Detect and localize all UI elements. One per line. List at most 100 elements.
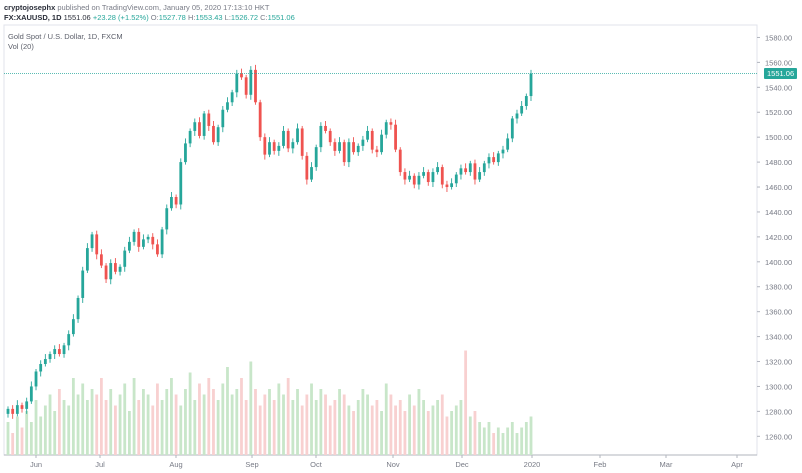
author-name[interactable]: cryptojosephx <box>4 3 56 12</box>
volume-bar <box>184 389 187 455</box>
candle-body <box>90 234 94 249</box>
candle-body <box>226 102 229 110</box>
candle-body <box>370 130 374 150</box>
volume-bar <box>492 433 496 455</box>
candle-body <box>81 270 85 298</box>
candle-body <box>431 172 435 183</box>
volume-bar <box>338 389 341 455</box>
volume-bar <box>356 400 360 455</box>
x-tick-label: Aug <box>169 460 182 469</box>
volume-bar <box>48 394 52 455</box>
candle-body <box>48 354 52 360</box>
candle-body <box>165 208 169 230</box>
candle-body <box>104 265 108 280</box>
volume-bar <box>71 378 75 455</box>
candle-body <box>114 263 117 272</box>
candle-body <box>450 183 454 188</box>
plot-frame <box>3 24 758 456</box>
x-tick-label: 2020 <box>524 460 541 469</box>
volume-bar <box>76 394 80 455</box>
candle-body <box>305 155 309 180</box>
volume-bar <box>417 389 421 455</box>
candle-body <box>198 122 201 136</box>
volume-bar <box>529 416 533 455</box>
volume-bar <box>370 405 374 455</box>
volume-bar <box>473 411 477 455</box>
volume-bar <box>478 422 482 455</box>
candle-body <box>57 349 61 355</box>
price-change: +23.28 (+1.52%) <box>92 13 149 22</box>
candle-body <box>184 143 187 163</box>
candle-body <box>118 266 122 272</box>
volume-bar <box>151 405 155 455</box>
volume-bar <box>34 400 38 455</box>
candle-body <box>160 229 164 255</box>
candle-body <box>529 73 533 97</box>
candle-body <box>384 122 388 135</box>
candle-body <box>361 139 365 146</box>
volume-bar <box>235 389 239 455</box>
candle-body <box>29 386 33 402</box>
candle-body <box>85 248 89 271</box>
volume-bar <box>412 405 416 455</box>
candle-body <box>109 263 113 280</box>
candle-body <box>193 122 197 131</box>
candle-body <box>510 118 514 139</box>
volume-bar <box>324 394 327 455</box>
volume-bar <box>445 416 449 455</box>
x-tick-label: Apr <box>731 460 743 469</box>
last-price: 1551.06 <box>63 13 91 22</box>
volume-bar <box>454 405 458 455</box>
volume-bar <box>114 405 117 455</box>
y-tick-label: 1580.00 <box>765 33 792 42</box>
volume-bar <box>226 367 229 455</box>
volume-bar <box>300 405 304 455</box>
volume-bar <box>90 389 94 455</box>
candle-body <box>212 125 215 143</box>
volume-bar <box>408 394 411 455</box>
publish-info: cryptojosephx published on TradingView.c… <box>4 3 269 12</box>
candle-body <box>380 134 383 153</box>
candle-body <box>314 147 318 168</box>
candle-body <box>412 175 416 185</box>
y-tick-label: 1300.00 <box>765 382 792 391</box>
x-tick-label: Nov <box>386 460 400 469</box>
candle-body <box>286 130 290 149</box>
volume-bar <box>81 383 85 455</box>
volume-bar <box>207 378 211 455</box>
candle-body <box>487 157 491 164</box>
candle-body <box>277 145 281 151</box>
candle-body <box>310 167 313 180</box>
volume-bar <box>146 394 150 455</box>
candle-body <box>11 408 15 414</box>
volume-bar <box>436 400 440 455</box>
candle-body <box>296 128 299 143</box>
candle-body <box>67 334 71 346</box>
volume-bar <box>254 389 257 455</box>
y-tick-label: 1340.00 <box>765 333 792 342</box>
candle-body <box>459 168 463 175</box>
candle-body <box>268 142 271 155</box>
open-label: O: <box>150 13 159 22</box>
candle-body <box>324 125 327 131</box>
volume-bar <box>314 400 318 455</box>
volume-bar <box>282 394 285 455</box>
candle-body <box>123 250 127 267</box>
candle-body <box>128 241 131 251</box>
candle-body <box>151 236 155 245</box>
candle-body <box>492 157 496 163</box>
y-tick-label: 1520.00 <box>765 108 792 117</box>
y-tick-label: 1360.00 <box>765 308 792 317</box>
volume-bar <box>29 422 33 455</box>
volume-bar <box>128 411 131 455</box>
volume-bar <box>6 422 10 455</box>
low-label: L: <box>224 13 231 22</box>
volume-bar <box>57 389 61 455</box>
candle-body <box>478 172 482 180</box>
volume-bar <box>123 383 127 455</box>
x-tick-label: Jul <box>95 460 105 469</box>
volume-bar <box>156 383 159 455</box>
volume-bar <box>244 400 248 455</box>
volume-bar <box>459 400 463 455</box>
